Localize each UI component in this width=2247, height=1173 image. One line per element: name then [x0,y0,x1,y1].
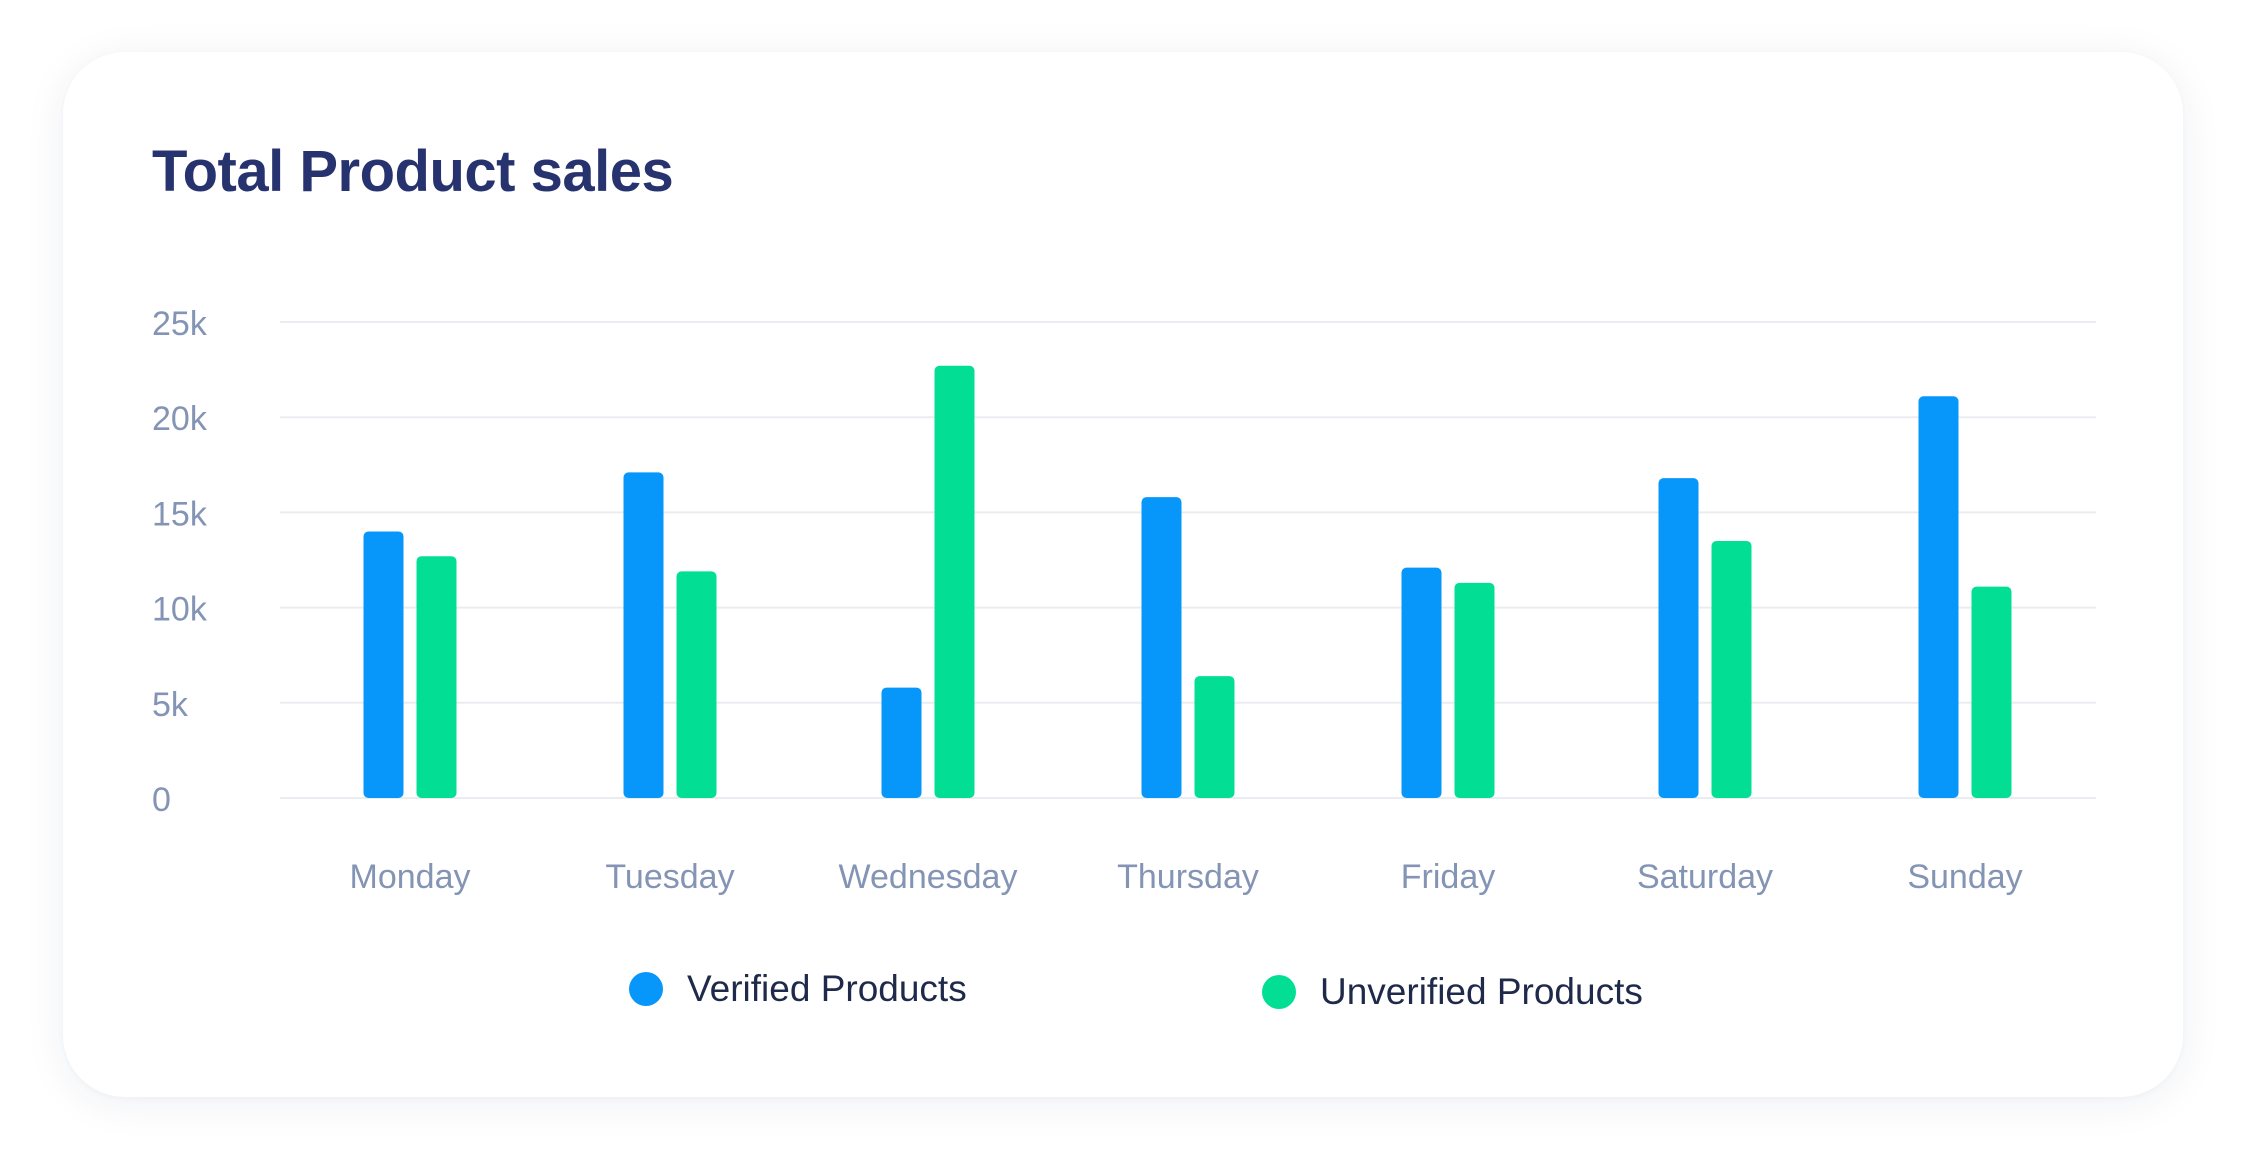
bar-unverified-thursday[interactable] [1194,676,1235,798]
x-tick-label: Thursday [1117,858,1259,896]
bar-verified-saturday[interactable] [1658,478,1699,798]
bar-unverified-monday[interactable] [416,556,457,798]
chart-card [63,52,2183,1097]
y-tick-label: 5k [152,686,189,724]
legend-label-verified: Verified Products [687,968,967,1009]
bar-unverified-wednesday[interactable] [934,365,975,798]
y-axis-ticks: 0 5k 10k 15k 20k 25k [152,305,208,819]
y-tick-label: 25k [152,305,208,343]
bar-unverified-tuesday[interactable] [676,571,717,798]
legend-item-verified[interactable]: Verified Products [629,968,967,1010]
bar-verified-friday[interactable] [1401,567,1442,798]
y-tick-label: 20k [152,400,208,438]
bar-unverified-saturday[interactable] [1711,540,1752,798]
x-axis-ticks: Monday Tuesday Wednesday Thursday Friday Satu… [350,858,2023,896]
y-tick-label: 0 [152,781,171,819]
x-tick-label: Tuesday [605,858,734,896]
bar-verified-tuesday[interactable] [623,472,664,798]
bars [363,365,2012,798]
x-tick-label: Sunday [1907,858,2022,896]
bar-verified-thursday[interactable] [1141,497,1182,798]
x-tick-label: Saturday [1637,858,1773,896]
bar-verified-wednesday[interactable] [881,687,922,798]
legend-swatch-unverified [1262,975,1296,1009]
gridlines [280,321,2096,799]
chart-title: Total Product sales [152,139,674,204]
legend-item-unverified[interactable]: Unverified Products [1262,971,1643,1013]
bar-verified-sunday[interactable] [1918,396,1959,798]
y-tick-label: 10k [152,591,208,629]
legend-swatch-verified [629,972,663,1006]
legend-label-unverified: Unverified Products [1320,971,1643,1012]
bar-verified-monday[interactable] [363,531,404,798]
x-tick-label: Friday [1401,858,1495,896]
y-tick-label: 15k [152,495,208,533]
x-tick-label: Wednesday [839,858,1018,896]
x-tick-label: Monday [350,858,471,896]
bar-unverified-sunday[interactable] [1971,586,2012,798]
bar-unverified-friday[interactable] [1454,582,1495,798]
